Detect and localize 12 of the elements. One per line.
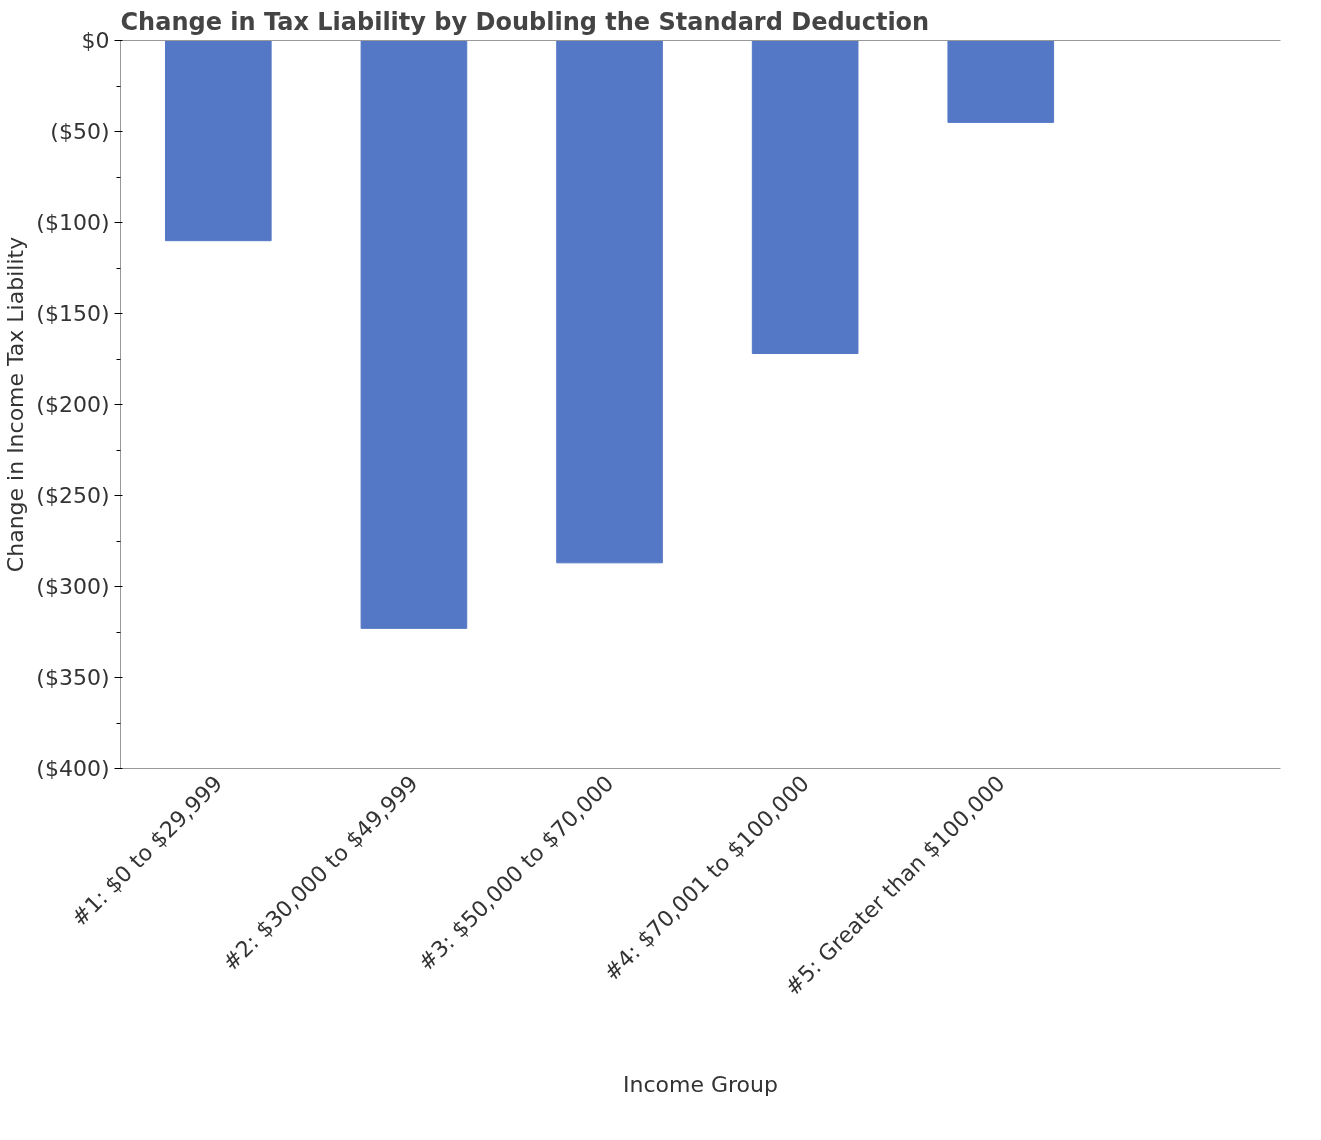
y-tick-label: ($350) (36, 665, 110, 690)
y-axis-title: Change in Income Tax Liability (3, 236, 29, 573)
y-tick-label: ($200) (36, 392, 110, 417)
y-tick-label: ($250) (36, 483, 110, 508)
x-axis-title: Income Group (623, 1072, 778, 1098)
y-tick-label: ($50) (50, 119, 110, 144)
y-tick-label: ($150) (36, 301, 110, 326)
y-tick-label: $0 (81, 28, 110, 53)
y-tick-label: ($100) (36, 210, 110, 235)
chart-title: Change in Tax Liability by Doubling the Standard Deduction (120, 7, 930, 36)
y-tick-label: ($300) (36, 574, 110, 599)
y-tick-label: ($400) (36, 756, 110, 781)
